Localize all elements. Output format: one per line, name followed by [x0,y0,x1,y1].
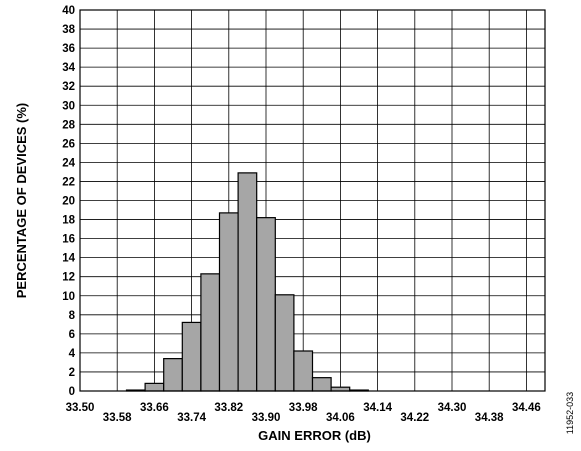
y-tick-label: 4 [69,348,76,360]
y-tick-label: 14 [62,253,75,265]
histogram-bar [218,212,239,392]
y-tick-label: 2 [69,367,75,379]
y-tick-label: 32 [62,81,75,93]
y-tick-label: 24 [62,157,75,169]
y-tick-label: 6 [69,329,75,341]
y-tick-label: 18 [62,215,75,227]
histogram-bar [274,294,295,392]
y-tick-label: 36 [62,43,75,55]
histogram-bar [200,273,221,392]
x-tick-label: 34.30 [438,402,467,414]
x-tick-label: 34.38 [475,412,504,424]
y-tick-label: 0 [69,386,75,398]
histogram-bar [237,172,258,392]
histogram-bar [181,321,202,392]
y-axis-label: PERCENTAGE OF DEVICES (%) [14,103,29,299]
y-tick-label: 16 [62,234,75,246]
y-tick-label: 28 [62,119,75,131]
histogram-bar [144,382,165,392]
y-tick-label: 20 [62,196,75,208]
x-tick-label: 33.66 [140,402,169,414]
y-tick-label: 34 [62,62,75,74]
histogram-bar [311,377,332,392]
x-tick-label: 34.46 [512,402,541,414]
x-tick-label: 33.74 [177,412,206,424]
y-tick-label: 12 [62,272,75,284]
figure-id: 11952-033 [565,392,575,434]
x-tick-label: 33.98 [289,402,318,414]
y-tick-label: 30 [62,100,75,112]
x-tick-label: 33.82 [214,402,243,414]
x-tick-label: 34.14 [363,402,392,414]
y-tick-label: 22 [62,176,75,188]
y-tick-label: 26 [62,138,75,150]
plot-frame [79,9,546,392]
x-axis-label: GAIN ERROR (dB) [258,428,371,443]
x-tick-label: 34.22 [400,412,429,424]
histogram-bar [163,358,183,392]
y-tick-label: 8 [69,310,76,322]
bars [125,172,369,392]
y-tick-label: 10 [62,291,75,303]
x-tick-label: 33.90 [252,412,281,424]
x-tick-label: 34.06 [326,412,355,424]
y-tick-label: 38 [62,24,75,36]
grid [79,9,545,392]
x-tick-labels: 33.50 33.58 33.66 33.74 33.82 33.90 33.98 34.06… [66,402,541,424]
x-tick-label: 33.50 [66,402,95,414]
histogram-bar [293,350,314,392]
x-tick-label: 33.58 [103,412,132,424]
y-tick-label: 40 [62,5,75,17]
histogram-bar [256,217,276,392]
